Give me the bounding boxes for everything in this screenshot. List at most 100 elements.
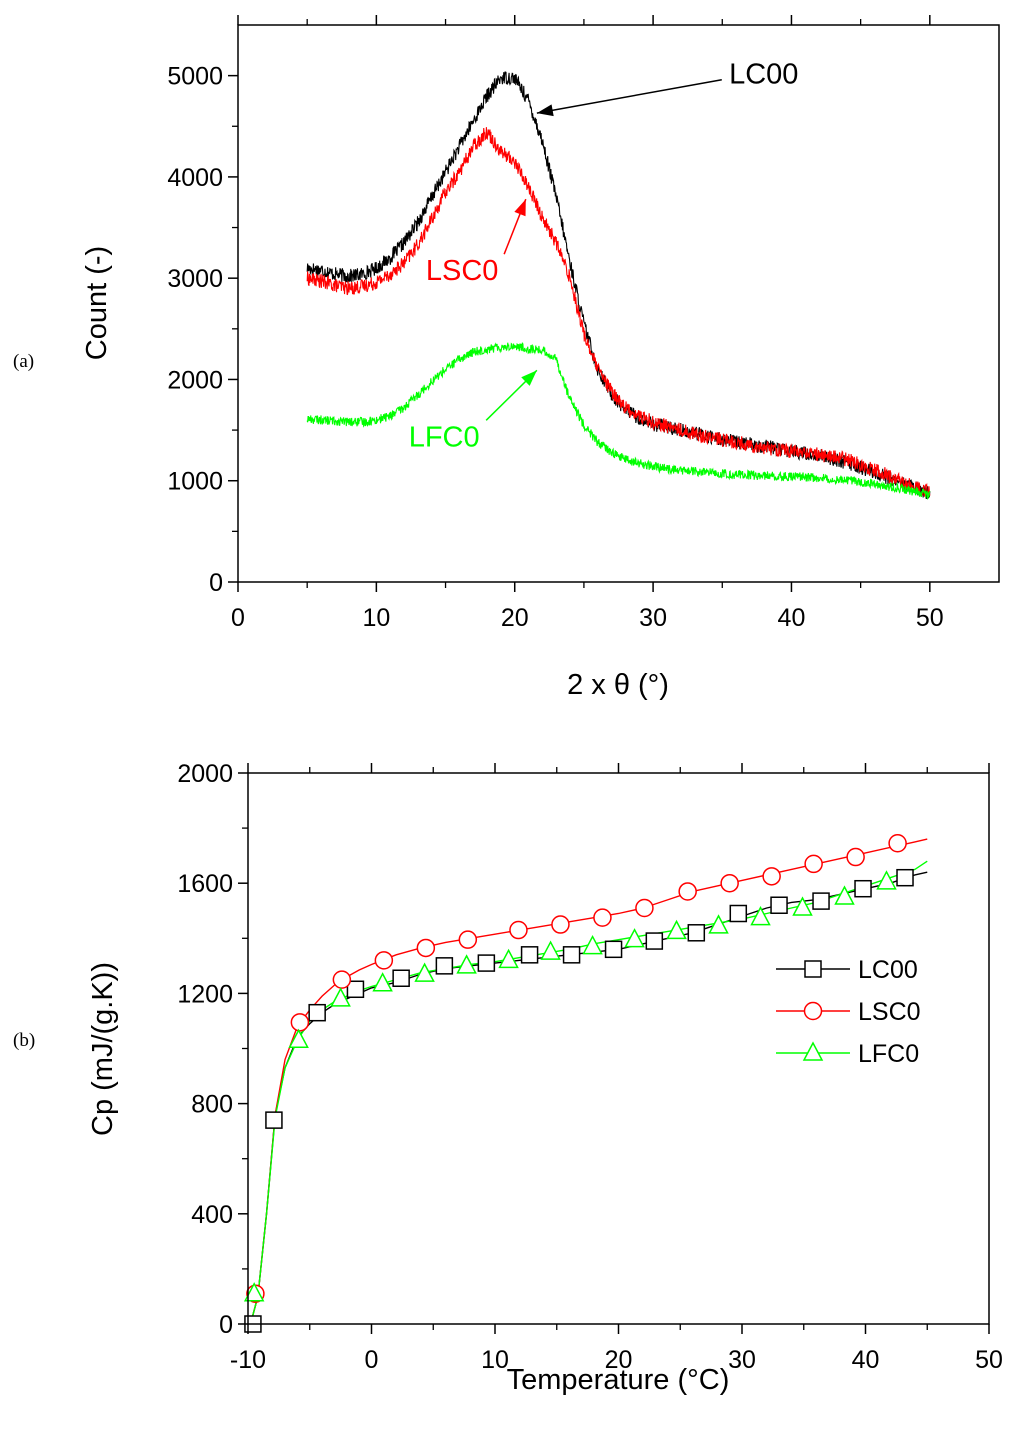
data-point-lsc0 <box>846 847 865 867</box>
data-point-lfc0 <box>414 962 435 982</box>
chart-b-x-tick-label: 40 <box>852 1346 880 1374</box>
series-line-lfc0 <box>249 860 928 1325</box>
data-point-lfc0 <box>834 885 855 905</box>
data-point-lfc0 <box>498 948 519 969</box>
legend-label-lc00: LC00 <box>858 956 918 984</box>
chart-b-y-axis-title: Cp (mJ/(g.K)) <box>87 962 119 1136</box>
legend-label-lsc0: LSC0 <box>858 998 921 1026</box>
data-point-lfc0 <box>540 940 561 960</box>
chart-a: (a) 0 10 20 30 40 50 0 1000 2000 3000 4000 5000 LC0… <box>13 15 1000 701</box>
annotation-lsc0: LSC0 <box>426 255 499 287</box>
data-point-lfc0 <box>624 928 645 948</box>
annotation-lfc0: LFC0 <box>409 421 480 453</box>
chart-a-x-tick-label: 0 <box>231 604 245 632</box>
chart-b-y-tick-label: 1600 <box>177 870 233 898</box>
chart-a-axes: 0 10 20 30 40 50 0 1000 2000 3000 4000 5000 <box>167 15 944 632</box>
panel-label-b: (b) <box>13 1030 35 1051</box>
legend-marker-lc00 <box>804 960 822 978</box>
data-point-lfc0 <box>456 954 477 974</box>
chart-b-x-axis-title: Temperature (°C) <box>507 1364 730 1396</box>
data-point-lfc0 <box>243 1282 265 1302</box>
legend-label-lfc0: LFC0 <box>858 1040 919 1068</box>
annotation-arrowhead-lc00 <box>536 104 554 117</box>
chart-b-x-tick-label: 0 <box>365 1346 379 1374</box>
series-line-lc00 <box>306 71 931 500</box>
data-point-lsc0 <box>888 834 907 853</box>
data-point-lc00 <box>645 932 664 950</box>
chart-b-x-tick-label: -10 <box>230 1346 266 1374</box>
data-point-lsc0 <box>804 854 823 874</box>
data-point-lc00 <box>770 896 788 914</box>
legend-marker-lsc0 <box>803 1001 823 1021</box>
chart-a-y-tick-label: 5000 <box>167 63 223 91</box>
chart-a-x-tick-label: 10 <box>362 604 390 632</box>
data-point-lsc0 <box>678 882 697 901</box>
chart-b-y-tick-label: 400 <box>191 1201 233 1229</box>
panel-label-a: (a) <box>13 351 34 372</box>
chart-b-y-tick-label: 2000 <box>177 760 233 788</box>
annotation-arrowhead-lsc0 <box>514 199 526 217</box>
chart-a-x-axis-title: 2 x θ (°) <box>567 669 669 701</box>
chart-a-x-tick-label: 20 <box>501 604 529 632</box>
data-point-lsc0 <box>290 1013 310 1032</box>
data-point-lfc0 <box>288 1028 309 1048</box>
data-point-lfc0 <box>708 914 729 934</box>
chart-a-y-tick-label: 3000 <box>167 265 223 293</box>
chart-a-y-tick-label: 4000 <box>167 164 223 192</box>
data-point-lc00 <box>812 892 830 910</box>
data-point-lfc0 <box>330 987 351 1007</box>
chart-b-y-tick-label: 800 <box>191 1091 233 1119</box>
chart-a-y-tick-label: 0 <box>209 569 223 597</box>
data-point-lc00 <box>308 1003 326 1022</box>
data-point-lc00 <box>392 969 410 987</box>
chart-b-x-tick-label: 10 <box>481 1346 509 1374</box>
data-point-lfc0 <box>372 972 393 992</box>
data-point-lsc0 <box>458 930 478 949</box>
series-line-lsc0 <box>249 838 928 1325</box>
data-point-lc00 <box>896 868 914 887</box>
data-point-lc00 <box>687 924 706 942</box>
data-point-lc00 <box>477 954 496 972</box>
annotation-lc00: LC00 <box>729 59 798 91</box>
chart-b-y-tick-label: 0 <box>219 1311 233 1339</box>
data-point-lfc0 <box>750 906 771 926</box>
data-point-lfc0 <box>666 919 687 940</box>
data-point-lsc0 <box>720 873 739 893</box>
series-line-lsc0 <box>306 127 931 498</box>
data-point-lc00 <box>604 940 623 959</box>
annotation-arrow-lc00 <box>536 79 722 114</box>
data-point-lc00 <box>854 879 872 898</box>
chart-a-y-tick-label: 1000 <box>167 468 223 496</box>
chart-b-y-tick-label: 1200 <box>177 980 233 1008</box>
data-point-lc00 <box>729 904 748 923</box>
data-point-lc00 <box>346 980 365 999</box>
data-point-lsc0 <box>762 867 781 886</box>
data-point-lsc0 <box>416 938 436 958</box>
data-point-lsc0 <box>332 970 352 989</box>
chart-b-legend: LC00 LSC0 LFC0 <box>776 956 921 1068</box>
chart-a-y-tick-label: 2000 <box>167 366 223 394</box>
data-point-lfc0 <box>582 934 603 955</box>
data-point-lc00 <box>265 1111 283 1129</box>
annotation-arrowhead-lfc0 <box>521 370 537 386</box>
chart-b: (b) -10 0 10 20 30 40 50 0 400 800 1200 1600 2000 LC… <box>13 760 1003 1396</box>
series-line-lfc0 <box>306 341 931 500</box>
chart-a-series-layer <box>306 71 931 500</box>
chart-a-plot-frame <box>237 24 1000 583</box>
chart-a-y-axis-title: Count (-) <box>81 246 113 360</box>
chart-a-annotations: LC00 LSC0 LFC0 <box>409 59 799 454</box>
chart-b-x-tick-label: 30 <box>728 1346 756 1374</box>
series-line-lc00 <box>249 871 928 1325</box>
chart-b-x-tick-label: 50 <box>975 1346 1003 1374</box>
legend-marker-lfc0 <box>802 1041 824 1061</box>
chart-b-series-layer <box>243 834 928 1333</box>
data-point-lfc0 <box>792 896 813 916</box>
data-point-lsc0 <box>509 920 528 940</box>
chart-a-x-tick-label: 30 <box>639 604 667 632</box>
data-point-lsc0 <box>374 951 394 970</box>
data-point-lc00 <box>435 957 454 975</box>
chart-b-x-tick-label: 20 <box>605 1346 633 1374</box>
data-point-lc00 <box>562 946 581 964</box>
chart-a-x-tick-label: 40 <box>778 604 806 632</box>
